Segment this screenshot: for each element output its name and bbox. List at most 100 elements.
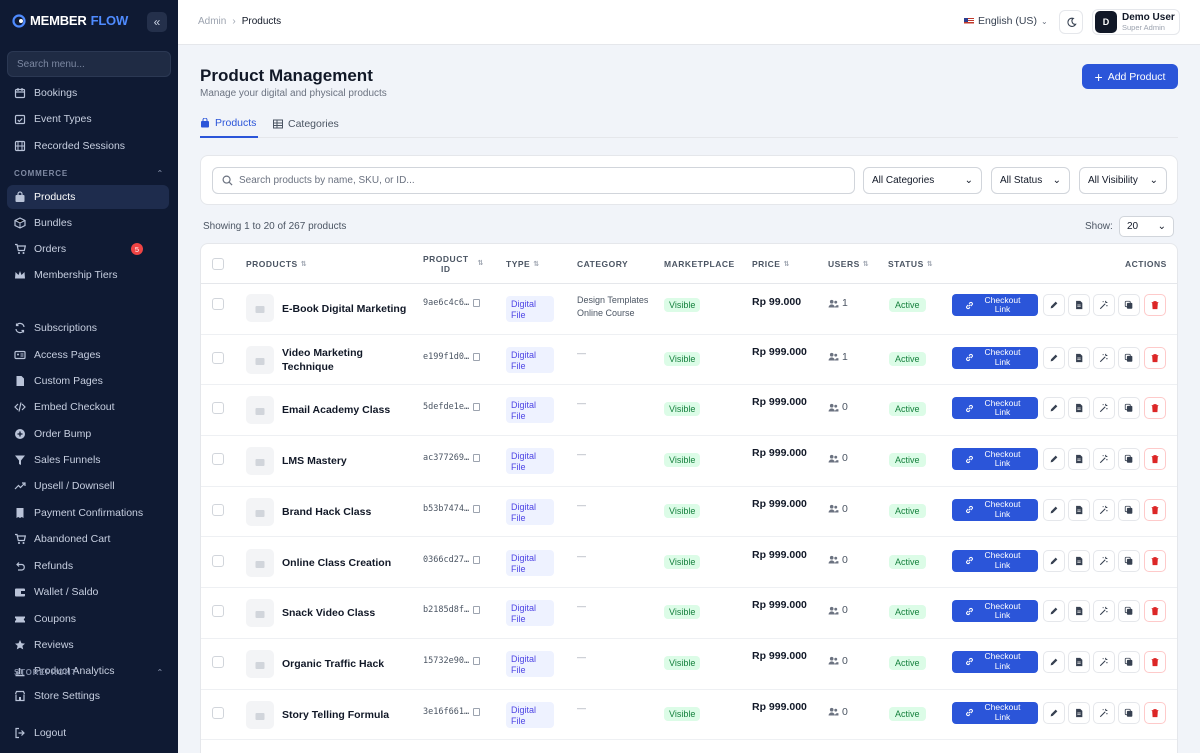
- sidebar-item-logout[interactable]: Logout: [7, 721, 169, 745]
- view-button[interactable]: [1068, 397, 1090, 420]
- theme-toggle-button[interactable]: [1059, 10, 1083, 34]
- magic-button[interactable]: [1093, 294, 1115, 316]
- duplicate-button[interactable]: [1118, 701, 1140, 724]
- view-button[interactable]: [1068, 650, 1090, 673]
- checkout-link-button[interactable]: Checkout Link: [952, 498, 1038, 521]
- sidebar-item-custom-pages[interactable]: Custom Pages: [7, 369, 169, 393]
- row-checkbox[interactable]: [212, 655, 224, 668]
- view-button[interactable]: [1068, 498, 1090, 521]
- sidebar-item-access-pages[interactable]: Access Pages: [7, 343, 169, 367]
- row-checkbox[interactable]: [212, 298, 224, 310]
- row-checkbox[interactable]: [212, 351, 224, 364]
- tab-products[interactable]: Products: [200, 110, 258, 138]
- edit-button[interactable]: [1043, 650, 1065, 673]
- page-size-select[interactable]: 20 ⌄: [1119, 216, 1174, 237]
- duplicate-button[interactable]: [1118, 346, 1140, 369]
- delete-button[interactable]: [1144, 346, 1166, 369]
- header-users[interactable]: USERS ⇅: [828, 244, 869, 284]
- delete-button[interactable]: [1144, 448, 1166, 471]
- product-name[interactable]: Email Academy Class: [282, 404, 391, 417]
- row-checkbox[interactable]: [212, 554, 224, 567]
- product-name[interactable]: LMS Mastery: [282, 455, 347, 468]
- checkout-link-button[interactable]: Checkout Link: [952, 549, 1038, 572]
- view-button[interactable]: [1068, 448, 1090, 471]
- sidebar-item-membership-tiers[interactable]: Membership Tiers: [7, 263, 169, 287]
- checkout-link-button[interactable]: Checkout Link: [952, 650, 1038, 673]
- copy-icon[interactable]: [473, 352, 481, 361]
- product-name[interactable]: Story Telling Formula: [282, 708, 390, 721]
- sidebar-item-store-settings[interactable]: Store Settings: [7, 684, 169, 708]
- sidebar-search-input[interactable]: [17, 58, 147, 70]
- duplicate-button[interactable]: [1118, 448, 1140, 471]
- status-filter[interactable]: All Status ⌄: [991, 167, 1070, 194]
- product-name[interactable]: Online Class Creation: [282, 556, 392, 569]
- row-checkbox[interactable]: [212, 706, 224, 719]
- sidebar-item-upsell-downsell[interactable]: Upsell / Downsell: [7, 474, 169, 498]
- copy-icon[interactable]: [473, 454, 481, 463]
- magic-button[interactable]: [1093, 498, 1115, 521]
- product-name[interactable]: E-Book Digital Marketing: [282, 303, 407, 315]
- collapse-sidebar-button[interactable]: «: [147, 12, 167, 32]
- header-price[interactable]: PRICE ⇅: [752, 244, 790, 284]
- checkout-link-button[interactable]: Checkout Link: [952, 448, 1038, 471]
- delete-button[interactable]: [1144, 600, 1166, 623]
- sidebar-item-coupons[interactable]: Coupons: [7, 607, 169, 631]
- sidebar-item-refunds[interactable]: Refunds: [7, 554, 169, 578]
- sidebar-item-orders[interactable]: Orders 5: [7, 237, 169, 261]
- edit-button[interactable]: [1043, 701, 1065, 724]
- add-product-button[interactable]: + Add Product: [1082, 64, 1178, 89]
- section-commerce[interactable]: COMMERCE ⌃: [14, 169, 164, 178]
- sidebar-item-subscriptions[interactable]: Subscriptions: [7, 316, 169, 340]
- magic-button[interactable]: [1093, 397, 1115, 420]
- copy-icon[interactable]: [473, 656, 481, 665]
- checkout-link-button[interactable]: Checkout Link: [952, 294, 1038, 316]
- magic-button[interactable]: [1093, 448, 1115, 471]
- copy-icon[interactable]: [473, 555, 481, 564]
- checkout-link-button[interactable]: Checkout Link: [952, 397, 1038, 420]
- copy-icon[interactable]: [473, 403, 481, 412]
- copy-icon[interactable]: [473, 707, 481, 716]
- magic-button[interactable]: [1093, 346, 1115, 369]
- view-button[interactable]: [1068, 701, 1090, 724]
- breadcrumb-admin[interactable]: Admin: [198, 16, 227, 27]
- edit-button[interactable]: [1043, 498, 1065, 521]
- sidebar-item-bundles[interactable]: Bundles: [7, 211, 169, 235]
- row-checkbox[interactable]: [212, 402, 224, 415]
- copy-icon[interactable]: [473, 299, 481, 307]
- sidebar-item-embed-checkout[interactable]: Embed Checkout: [7, 395, 169, 419]
- select-all-checkbox[interactable]: [212, 258, 224, 270]
- checkout-link-button[interactable]: Checkout Link: [952, 600, 1038, 623]
- header-type[interactable]: TYPE ⇅: [506, 244, 540, 284]
- magic-button[interactable]: [1093, 701, 1115, 724]
- sidebar-item-abandoned-cart[interactable]: Abandoned Cart: [7, 527, 169, 551]
- sidebar-item-sales-funnels[interactable]: Sales Funnels: [7, 448, 169, 472]
- language-selector[interactable]: English (US) ⌄: [964, 15, 1048, 27]
- sidebar-item-reviews[interactable]: Reviews: [7, 633, 169, 657]
- row-checkbox[interactable]: [212, 503, 224, 516]
- edit-button[interactable]: [1043, 346, 1065, 369]
- product-name[interactable]: Snack Video Class: [282, 607, 376, 620]
- header-products[interactable]: PRODUCTS ⇅: [246, 244, 307, 284]
- sidebar-item-recorded-sessions[interactable]: Recorded Sessions: [7, 134, 169, 158]
- magic-button[interactable]: [1093, 650, 1115, 673]
- sidebar-search[interactable]: [7, 51, 171, 77]
- header-status[interactable]: STATUS ⇅: [888, 244, 933, 284]
- view-button[interactable]: [1068, 600, 1090, 623]
- visibility-filter[interactable]: All Visibility ⌄: [1079, 167, 1167, 194]
- row-checkbox[interactable]: [212, 453, 224, 466]
- copy-icon[interactable]: [473, 606, 481, 615]
- delete-button[interactable]: [1144, 650, 1166, 673]
- edit-button[interactable]: [1043, 397, 1065, 420]
- delete-button[interactable]: [1144, 549, 1166, 572]
- duplicate-button[interactable]: [1118, 600, 1140, 623]
- edit-button[interactable]: [1043, 448, 1065, 471]
- duplicate-button[interactable]: [1118, 650, 1140, 673]
- magic-button[interactable]: [1093, 549, 1115, 572]
- tab-categories[interactable]: Categories: [273, 110, 339, 138]
- duplicate-button[interactable]: [1118, 294, 1140, 316]
- checkout-link-button[interactable]: Checkout Link: [952, 701, 1038, 724]
- edit-button[interactable]: [1043, 549, 1065, 572]
- brand-logo[interactable]: MEMBER FLOW: [12, 13, 128, 28]
- view-button[interactable]: [1068, 294, 1090, 316]
- copy-icon[interactable]: [473, 504, 481, 513]
